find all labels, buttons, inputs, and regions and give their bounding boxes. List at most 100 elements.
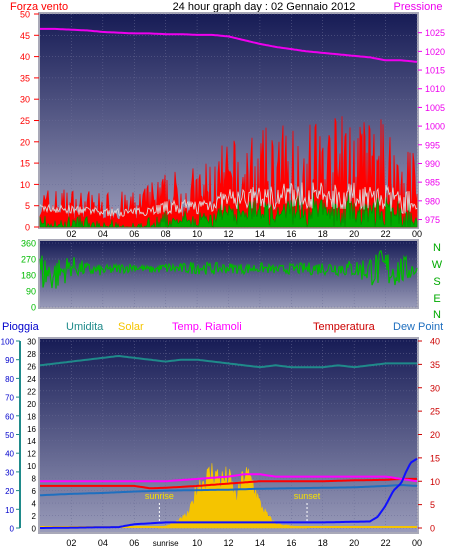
direction-series	[39, 250, 418, 289]
rain-tick-label: 40	[5, 450, 14, 459]
wind-tick-label: 30	[20, 95, 30, 105]
env-x-tick-label: sunrise	[153, 539, 179, 548]
solar-tick-label: 24	[27, 375, 36, 384]
pressure-tick-label: 1015	[425, 66, 445, 76]
direction-tick-label: 0	[31, 303, 36, 313]
compass-label-w: W	[432, 259, 443, 271]
solar-tick-label: 8	[32, 475, 37, 484]
solar-tick-label: 6	[32, 487, 37, 496]
wind-tick-label: 35	[20, 73, 30, 83]
wind-x-tick-label: 12	[223, 229, 233, 239]
wind-axis-title: Forza vento	[10, 1, 68, 13]
direction-tick-label: 270	[21, 255, 36, 265]
temp-tick-label: 40	[430, 337, 440, 347]
solar-series	[157, 463, 308, 529]
direction-tick-label: 90	[26, 287, 36, 297]
wind-tick-label: 20	[20, 137, 30, 147]
pressure-tick-label: 1010	[425, 84, 445, 94]
wind-x-tick-label: 02	[66, 229, 76, 239]
solar-tick-label: 12	[27, 450, 36, 459]
wind-x-tick-label: 08	[161, 229, 171, 239]
humidity-series	[39, 354, 417, 369]
env-x-tick-label: 10	[192, 538, 202, 548]
solar-tick-label: 26	[27, 362, 36, 371]
rain-tick-label: 100	[1, 338, 15, 347]
solar-tick-label: 30	[27, 338, 36, 347]
direction-tick-label: 180	[21, 271, 36, 281]
temp-tick-label: 15	[430, 453, 440, 463]
compass-label-n: N	[433, 309, 441, 321]
compass-label-n: N	[433, 242, 441, 254]
pressure-tick-label: 1005	[425, 103, 445, 113]
env-x-tick-label: 12	[223, 538, 233, 548]
pressure-tick-label: 1025	[425, 28, 445, 38]
legend-humidity: Umidita	[66, 321, 104, 333]
legend-temperature: Temperatura	[313, 321, 376, 333]
wind-x-tick-label: 04	[98, 229, 108, 239]
legend-soil-temp: Temp. Riamoli	[172, 321, 242, 333]
solar-tick-label: 22	[27, 387, 36, 396]
dewpoint-series	[39, 483, 418, 497]
pressure-tick-label: 980	[425, 196, 440, 206]
wind-tick-label: 40	[20, 52, 30, 62]
temp-tick-label: 25	[430, 407, 440, 417]
environment-panel	[38, 337, 419, 534]
pressure-series	[40, 27, 418, 63]
annotation-sunset: sunset	[294, 491, 321, 501]
compass-label-s: S	[433, 276, 440, 288]
solar-tick-label: 4	[32, 500, 37, 509]
rain-tick-label: 0	[10, 525, 15, 534]
solar-tick-label: 14	[27, 437, 36, 446]
wind-tick-label: 45	[20, 31, 30, 41]
env-x-tick-label: 00	[412, 538, 422, 548]
wind-x-tick-label: 20	[349, 229, 359, 239]
compass-label-e: E	[433, 293, 440, 305]
temp-tick-label: 20	[430, 430, 440, 440]
pressure-tick-label: 990	[425, 159, 440, 169]
rain-tick-label: 30	[5, 468, 14, 477]
pressure-tick-label: 975	[425, 215, 440, 225]
env-x-tick-label: 06	[129, 538, 139, 548]
env-x-tick-label: 02	[66, 538, 76, 548]
soil-temp-series	[40, 473, 418, 483]
pressure-tick-label: 1000	[425, 122, 445, 132]
wind-tick-label: 50	[20, 10, 30, 20]
wind-x-tick-label: 06	[129, 229, 139, 239]
pressure-tick-label: 985	[425, 178, 440, 188]
wind-x-tick-label: 00	[412, 229, 422, 239]
pressure-axis-title: Pressione	[394, 1, 443, 13]
rain-tick-label: 60	[5, 412, 14, 421]
temp-tick-label: 5	[430, 500, 435, 510]
wind-tick-label: 5	[25, 201, 30, 211]
graph-title: 24 hour graph day : 02 Gennaio 2012	[173, 1, 356, 13]
wind-tick-label: 25	[20, 116, 30, 126]
rain-tick-label: 80	[5, 375, 14, 384]
legend-rain: Pioggia	[2, 321, 40, 333]
wind-avg-fill	[39, 192, 418, 229]
pressure-tick-label: 1020	[425, 47, 445, 57]
env-x-tick-label: 22	[381, 538, 391, 548]
env-x-tick-label: 16	[286, 538, 296, 548]
rain-tick-label: 50	[5, 431, 14, 440]
solar-tick-label: 10	[27, 462, 36, 471]
temp-tick-label: 35	[430, 360, 440, 370]
env-x-tick-label: 04	[98, 538, 108, 548]
rain-tick-label: 10	[5, 506, 14, 515]
wind-tick-label: 0	[25, 223, 30, 233]
legend-solar: Solar	[118, 321, 144, 333]
solar-tick-label: 0	[32, 525, 37, 534]
env-x-tick-label: 14	[255, 538, 265, 548]
wind-x-tick-label: 10	[192, 229, 202, 239]
wind-tick-label: 10	[20, 180, 30, 190]
direction-tick-label: 360	[21, 239, 36, 249]
solar-tick-label: 28	[27, 350, 36, 359]
rain-tick-label: 70	[5, 394, 14, 403]
rain-series	[40, 457, 418, 529]
pressure-tick-label: 995	[425, 140, 440, 150]
wind-avg-series	[39, 182, 418, 217]
wind-x-tick-label: 14	[255, 229, 265, 239]
env-x-tick-label: 20	[349, 538, 359, 548]
solar-tick-label: 16	[27, 425, 36, 434]
